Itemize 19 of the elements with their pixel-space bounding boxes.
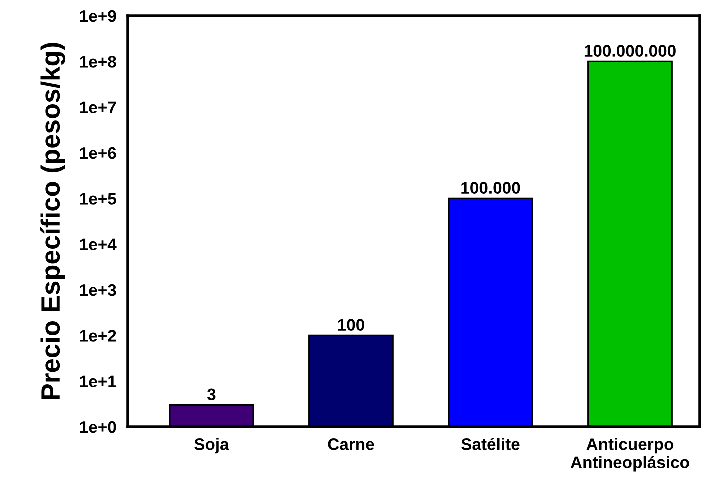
x-tick-label: Satélite [462, 438, 520, 450]
y-tick-label: 1e+9 [80, 10, 116, 22]
x-tick-label: Anticuerpo Antineoplásico [570, 438, 690, 472]
y-tick-label: 1e+8 [80, 56, 116, 68]
y-axis-title: Precio Específico (pesos/kg) [40, 43, 66, 400]
y-tick-label: 1e+6 [80, 147, 116, 160]
y-tick-label: 1e+3 [80, 284, 116, 296]
x-tick-label: Carne [328, 438, 374, 450]
y-tick-label: 1e+5 [80, 193, 116, 205]
y-tick-label: 1e+1 [80, 376, 116, 388]
data-label: 100 [338, 319, 364, 331]
x-tick-label: Soja [194, 438, 230, 454]
data-label: 100.000 [462, 182, 520, 194]
y-tick-label: 1e+4 [80, 238, 117, 251]
y-tick-label: 1e+2 [80, 330, 116, 342]
y-tick-label: 1e+0 [80, 421, 116, 434]
y-tick-label: 1e+7 [80, 102, 116, 114]
data-label: 3 [207, 388, 216, 401]
data-label: 100.000.000 [584, 45, 676, 57]
